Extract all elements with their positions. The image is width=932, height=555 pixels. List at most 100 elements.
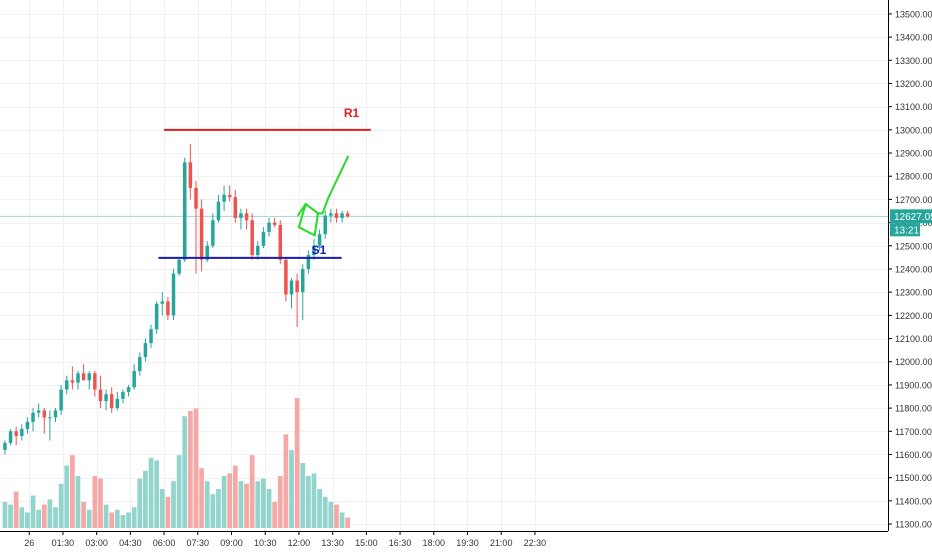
volume-bar — [334, 504, 339, 528]
candle[interactable] — [121, 391, 125, 399]
candle[interactable] — [98, 389, 103, 402]
volume-bar — [47, 499, 53, 528]
volume-bar — [294, 398, 300, 528]
time-tick-label: 18:00 — [423, 538, 446, 548]
volume-bar — [306, 476, 311, 528]
candle[interactable] — [301, 268, 305, 293]
candle[interactable] — [132, 371, 136, 388]
volume-bar — [13, 491, 19, 528]
candle[interactable] — [340, 213, 344, 218]
candle[interactable] — [199, 208, 204, 260]
candle[interactable] — [36, 410, 41, 413]
volume-bar — [114, 509, 120, 528]
price-axis[interactable]: 13500.00 13400.00 13300.00 13200.00 13100.00… — [888, 0, 932, 531]
candle[interactable] — [171, 273, 176, 316]
candle[interactable] — [222, 194, 226, 202]
candle[interactable] — [278, 224, 283, 260]
time-axis[interactable]: 26 01:30 03:00 04:30 06:00 07:30 09:00 10:30 12:… — [0, 531, 888, 548]
candle[interactable] — [261, 231, 266, 246]
candle[interactable] — [188, 162, 193, 188]
candle[interactable] — [345, 213, 350, 217]
candle[interactable] — [154, 303, 159, 330]
candle[interactable] — [143, 343, 148, 358]
candle[interactable] — [160, 301, 165, 304]
volume-bar — [311, 473, 317, 528]
candle[interactable] — [48, 417, 52, 419]
candle[interactable] — [227, 194, 232, 198]
candle[interactable] — [42, 410, 47, 418]
volume-bar — [41, 504, 47, 528]
candle[interactable] — [109, 394, 114, 409]
candle[interactable] — [138, 357, 142, 372]
candle[interactable] — [93, 373, 97, 390]
candle[interactable] — [289, 280, 294, 295]
candle[interactable] — [183, 162, 187, 260]
candle[interactable] — [284, 259, 288, 295]
volume-bar — [19, 507, 25, 528]
candle[interactable] — [306, 255, 311, 269]
candle[interactable] — [233, 197, 238, 218]
candle[interactable] — [8, 431, 13, 443]
price-tick-label: 11700.00 — [895, 427, 932, 437]
candle[interactable] — [59, 389, 63, 411]
volume-bar — [81, 502, 86, 528]
volume-bar — [64, 465, 70, 528]
candle[interactable] — [25, 422, 30, 429]
candle[interactable] — [329, 213, 333, 216]
volume-bar — [98, 478, 103, 528]
candle[interactable] — [3, 442, 7, 450]
time-tick-label: 09:00 — [220, 538, 243, 548]
candle[interactable] — [115, 398, 120, 409]
candle[interactable] — [177, 259, 181, 274]
projection-path[interactable] — [296, 155, 350, 237]
volume-bar — [289, 450, 294, 528]
price-tick-label: 12400.00 — [895, 264, 932, 274]
candles[interactable] — [3, 143, 350, 455]
candle[interactable] — [81, 373, 86, 381]
candle[interactable] — [194, 187, 198, 209]
time-tick-label: 12:00 — [288, 538, 311, 548]
candle[interactable] — [317, 234, 322, 246]
volume-bar — [244, 483, 249, 528]
price-tick-label: 13200.00 — [895, 79, 932, 89]
candle[interactable] — [14, 431, 18, 436]
price-tick-label: 11600.00 — [895, 450, 932, 460]
time-tick-label: 06:00 — [153, 538, 176, 548]
volume-bar — [171, 481, 176, 528]
candle[interactable] — [312, 245, 316, 256]
volume-bar — [255, 481, 261, 528]
candle[interactable] — [250, 220, 254, 256]
candle[interactable] — [216, 201, 221, 221]
candle[interactable] — [87, 373, 91, 381]
volume-bar — [58, 483, 64, 528]
candle[interactable] — [70, 380, 75, 383]
candle[interactable] — [31, 412, 35, 423]
candle[interactable] — [65, 380, 69, 390]
time-tick-label: 07:30 — [187, 538, 210, 548]
candle[interactable] — [126, 387, 131, 392]
candle[interactable] — [166, 301, 170, 316]
candle[interactable] — [239, 213, 243, 218]
volume-bar — [8, 504, 13, 528]
candle[interactable] — [272, 222, 277, 225]
candle[interactable] — [256, 245, 260, 256]
candle[interactable] — [20, 428, 24, 436]
candle[interactable] — [205, 245, 209, 260]
volume-bar — [227, 473, 233, 528]
candle[interactable] — [267, 222, 271, 232]
candle[interactable] — [76, 373, 80, 383]
candle[interactable] — [104, 394, 108, 402]
volume-bar — [176, 455, 182, 528]
volume-bar — [261, 478, 266, 528]
candle[interactable] — [53, 410, 58, 418]
candle[interactable] — [211, 220, 215, 246]
candle[interactable] — [323, 215, 327, 235]
candle[interactable] — [149, 329, 153, 344]
candle[interactable] — [244, 213, 249, 221]
time-tick-label: 15:00 — [355, 538, 378, 548]
candle[interactable] — [334, 213, 339, 218]
drawings[interactable]: R1 S1 — [158, 106, 371, 259]
candle[interactable] — [295, 280, 299, 293]
